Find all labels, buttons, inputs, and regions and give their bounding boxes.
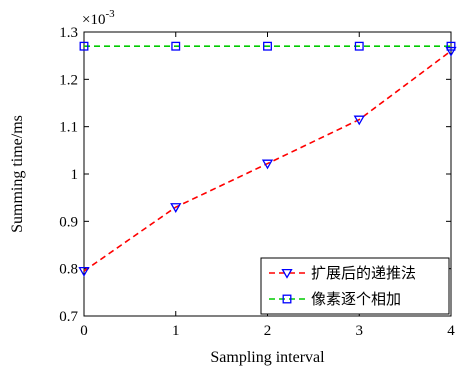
legend-label: 扩展后的递推法 [311,264,416,282]
legend-marker-sample [282,294,292,304]
y-axis-ticks: 0.7 0.8 0.9 1 1.1 1.2 1.3 [59,25,451,325]
x-axis-label: Sampling interval [210,349,325,366]
data-point-marker [446,41,456,51]
data-point-marker [263,41,272,51]
y-axis-multiplier-exponent: -3 [105,8,115,20]
legend-entry: 扩展后的递推法 [269,264,416,282]
legend-label: 像素逐个相加 [311,290,401,308]
y-tick-label: 0.7 [59,309,78,325]
y-tick-label: 1.1 [59,120,78,136]
series-1 [78,46,457,277]
y-tick-label: 1.2 [59,72,78,88]
legend-box [260,257,450,315]
x-tick-label: 4 [447,323,455,339]
x-tick-label: 0 [80,323,88,339]
x-tick-label: 3 [356,323,364,339]
data-point-marker [79,41,89,51]
series-line [83,50,452,272]
data-point-marker [78,267,90,277]
y-tick-label: 0.9 [59,214,78,230]
series-2 [79,41,456,51]
y-tick-label: 1 [71,167,79,183]
x-tick-label: 1 [172,323,180,339]
y-axis-label: Summing time/ms [9,115,26,233]
y-axis-multiplier: ×10-3 [82,8,115,28]
data-point-marker [354,41,364,51]
data-point-marker [170,203,182,213]
y-axis-multiplier-base: ×10 [82,12,105,28]
data-point-marker [445,46,457,57]
legend-entry: 像素逐个相加 [269,290,401,308]
data-point-marker [171,41,181,51]
series-layer [78,41,457,277]
y-tick-label: 1.3 [59,25,78,41]
x-axis-ticks: 0 1 2 3 4 [80,32,455,339]
y-tick-label: 0.8 [59,262,78,278]
legend-marker-sample [281,268,293,279]
data-point-marker [261,159,274,170]
x-tick-label: 2 [264,323,272,339]
data-point-marker [353,115,365,126]
